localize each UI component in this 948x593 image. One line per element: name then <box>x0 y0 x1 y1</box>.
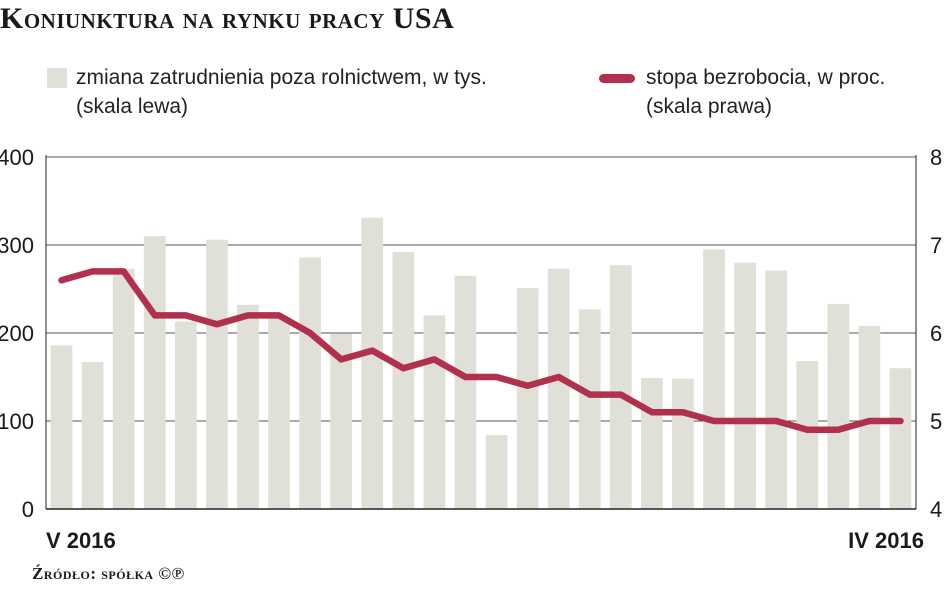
y-left-tick-label: 400 <box>0 145 34 170</box>
x-start-label: V 2016 <box>46 528 116 553</box>
bar <box>547 268 570 509</box>
bar <box>578 309 601 509</box>
bar <box>454 275 477 509</box>
bar <box>734 262 756 509</box>
x-end-label: IV 2016 <box>848 528 924 553</box>
y-left-tick-label: 300 <box>0 233 34 258</box>
bar <box>392 252 415 510</box>
y-left-tick-label: 100 <box>0 409 34 434</box>
bar <box>330 333 353 509</box>
legend-label-unemployment: stopa bezrobocia, w proc. <box>646 66 886 89</box>
bar <box>112 268 135 509</box>
bar <box>206 239 228 509</box>
bar <box>174 321 197 509</box>
legend-label-employment: zmiana zatrudnienia poza rolnictwem, w t… <box>76 66 487 89</box>
bar <box>50 345 73 509</box>
y-right-tick-label: 6 <box>930 321 942 346</box>
unemployment-line <box>58 268 904 434</box>
y-left-tick-label: 200 <box>0 321 34 346</box>
legend-label-unemployment-scale: (skala prawa) <box>646 95 773 118</box>
bar <box>609 265 632 509</box>
legend-label-employment-scale: (skala lewa) <box>76 95 189 118</box>
bar <box>703 249 725 509</box>
y-right-tick-label: 4 <box>930 497 942 522</box>
bar <box>485 435 508 509</box>
bar <box>268 317 290 509</box>
legend-swatch-unemployment <box>599 74 635 83</box>
bar <box>858 325 881 509</box>
bar <box>361 217 384 509</box>
source-note: Źródło: spółka ©℗ <box>32 564 185 583</box>
bar <box>143 236 166 509</box>
bar <box>237 304 259 509</box>
bar <box>796 361 819 509</box>
bar <box>672 378 694 509</box>
bar <box>299 257 321 509</box>
bar <box>81 362 104 509</box>
bar <box>765 270 788 509</box>
bar <box>516 288 539 509</box>
y-right-tick-label: 8 <box>930 145 942 170</box>
y-left-tick-label: 0 <box>22 497 34 522</box>
bar <box>641 377 663 509</box>
chart-title: Koniunktura na rynku pracy USA <box>0 2 455 35</box>
bar <box>889 368 912 509</box>
y-right-tick-label: 7 <box>930 233 942 258</box>
y-right-tick-label: 5 <box>930 409 942 434</box>
legend-swatch-employment <box>47 68 67 88</box>
bar <box>827 303 850 509</box>
bar <box>423 315 446 509</box>
